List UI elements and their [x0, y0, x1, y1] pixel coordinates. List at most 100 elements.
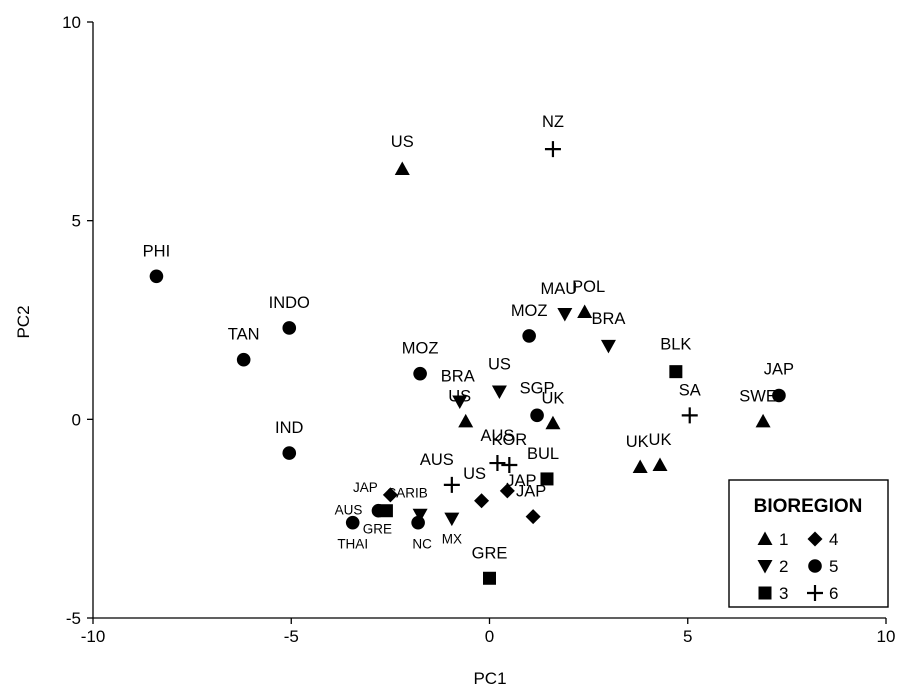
point-label: UK [541, 389, 564, 407]
point-label: UK [649, 431, 672, 449]
point-label: BLK [660, 336, 691, 354]
data-point-diamond [382, 487, 398, 503]
data-point-circle [149, 269, 164, 284]
x-tick-label: 0 [485, 627, 494, 646]
data-point-diamond [525, 509, 541, 525]
data-point-diamond [474, 493, 490, 509]
point-label: MAU [540, 280, 577, 298]
legend-marker-square [758, 586, 772, 600]
legend-entry-label: 4 [829, 530, 838, 549]
x-tick-label: -5 [284, 627, 299, 646]
legend-marker-triangle-up [757, 531, 773, 545]
data-point-square [669, 365, 683, 379]
y-tick-label: 0 [72, 410, 81, 429]
point-label: GRE [363, 522, 392, 537]
x-tick-label: 5 [683, 627, 692, 646]
x-axis-label: PC1 [473, 669, 506, 688]
data-point-triangle-down [444, 512, 460, 527]
point-label: AUS [480, 427, 514, 445]
data-point-triangle-down [452, 395, 468, 409]
point-label: NC [412, 537, 432, 552]
legend-marker-circle [808, 559, 822, 573]
point-label: GRE [472, 544, 508, 562]
y-axis-label: PC2 [14, 305, 33, 338]
point-label: POL [572, 278, 605, 296]
point-label: SA [679, 381, 701, 399]
data-point-plus [443, 476, 460, 493]
x-tick-label: -10 [81, 627, 106, 646]
data-point-circle [530, 408, 544, 423]
point-label: TAN [228, 326, 260, 344]
point-label: JAP [764, 360, 794, 378]
point-label: NZ [542, 113, 564, 131]
legend-box [728, 479, 889, 608]
data-point-triangle-down [491, 385, 507, 400]
data-point-circle [772, 388, 786, 403]
point-label: CARIB [386, 486, 427, 501]
data-point-triangle-up [458, 413, 474, 428]
data-point-triangle-up [632, 459, 648, 474]
point-label: UK [626, 433, 649, 451]
point-label: BUL [527, 445, 559, 463]
points [149, 141, 786, 585]
data-point-triangle-down [557, 308, 573, 322]
data-point-circle [522, 329, 536, 343]
data-point-circle [282, 321, 297, 335]
point-label: JAP [506, 472, 536, 490]
point-label: MX [442, 532, 462, 547]
point-label: KOR [491, 431, 527, 449]
data-point-plus [544, 141, 561, 158]
y-tick-label: 5 [72, 212, 81, 231]
legend-entry-label: 2 [779, 557, 788, 576]
data-point-circle [413, 366, 427, 381]
data-point-plus [489, 455, 506, 472]
y-tick-label: 10 [62, 13, 81, 32]
data-point-plus [681, 407, 698, 424]
legend-entry-label: 3 [779, 584, 788, 603]
legend-entry-label: 1 [779, 530, 788, 549]
point-label: IND [275, 419, 304, 437]
data-point-circle [236, 352, 251, 367]
point-label: US [488, 356, 511, 374]
data-point-plus [501, 457, 518, 474]
data-point-circle [411, 515, 425, 530]
point-label: US [463, 465, 486, 483]
data-point-diamond [499, 483, 515, 499]
legend-marker-triangle-down [757, 560, 773, 574]
point-label: AUS [335, 503, 363, 518]
legend-entry-label: 6 [829, 584, 838, 603]
data-point-triangle-up [577, 304, 593, 319]
point-label: JAP [516, 483, 546, 501]
point-label: JAP [353, 480, 378, 495]
data-point-triangle-up [652, 457, 668, 472]
point-label: SWE [739, 387, 777, 405]
data-point-triangle-up [755, 413, 771, 428]
point-label: MOZ [402, 340, 439, 358]
data-point-square [540, 472, 554, 486]
data-point-triangle-up [545, 415, 561, 430]
legend-title: BIOREGION [754, 496, 863, 517]
point-label: INDO [269, 294, 310, 312]
x-tick-label: 10 [877, 627, 896, 646]
data-point-triangle-down [412, 508, 428, 523]
point-label: AUS [420, 451, 454, 469]
point-label: SGP [520, 379, 555, 397]
data-point-circle [371, 503, 386, 518]
data-point-circle [282, 446, 297, 460]
point-label: US [448, 387, 471, 405]
point-label: THAI [337, 537, 368, 552]
data-point-circle [345, 515, 360, 530]
point-label: US [391, 133, 414, 151]
point-label: MOZ [511, 302, 548, 320]
point-label: BRA [591, 310, 625, 328]
point-label: PHI [143, 242, 171, 260]
data-point-triangle-down [600, 339, 616, 354]
data-point-square [483, 571, 496, 585]
legend-marker-plus [807, 585, 823, 601]
legend-marker-diamond [807, 531, 823, 547]
point-label: BRA [441, 367, 475, 385]
data-point-triangle-up [394, 161, 410, 176]
